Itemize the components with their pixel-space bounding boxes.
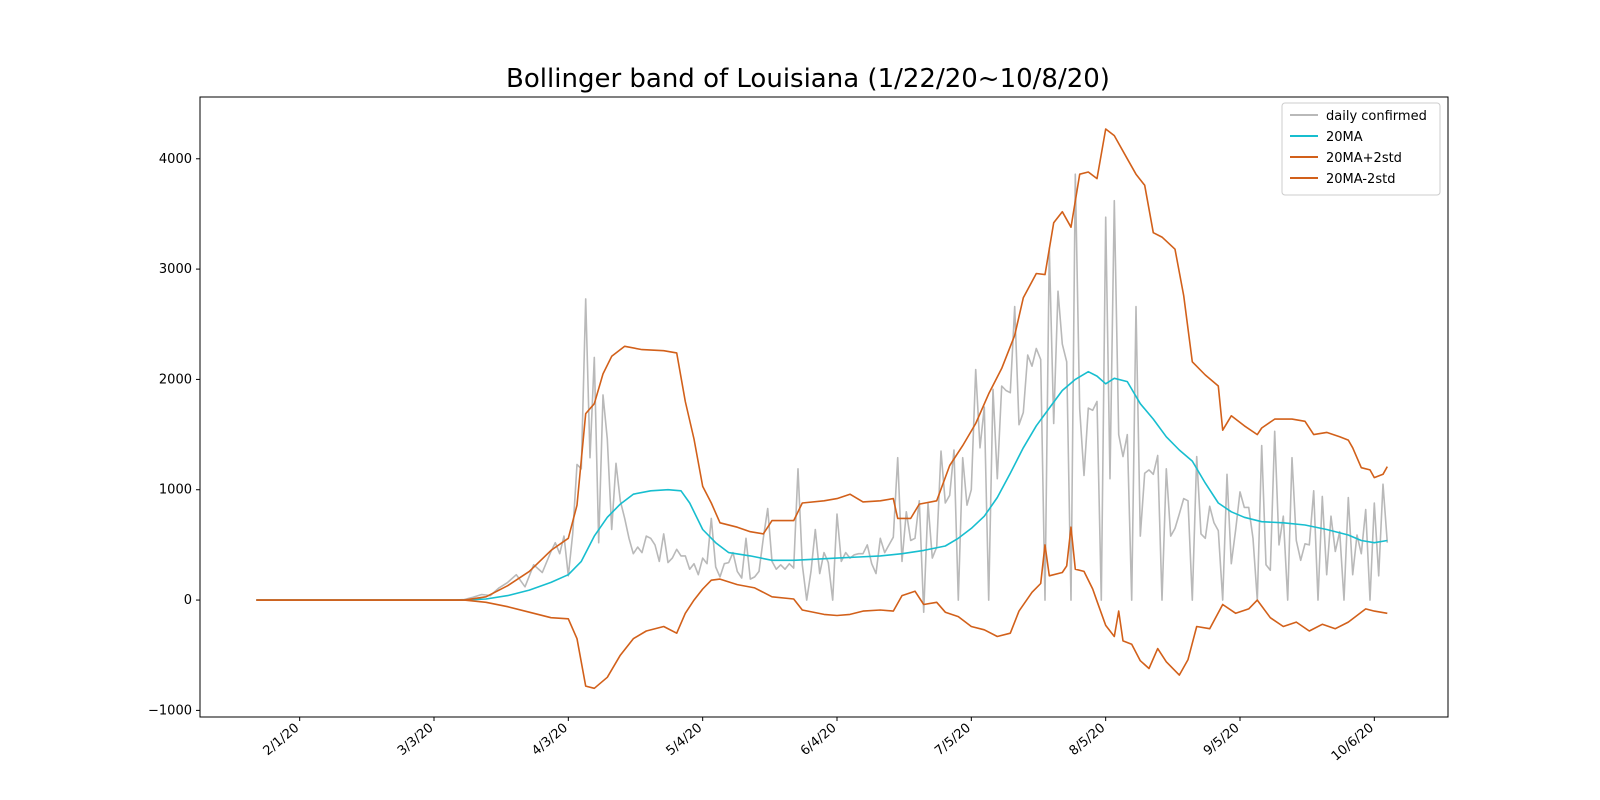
y-tick-label: 0 [184, 593, 192, 608]
series-line-20ma-2std [256, 526, 1388, 690]
legend: daily confirmed 20MA 20MA+2std 20MA-2std [1281, 102, 1441, 196]
legend-label: daily confirmed [1326, 109, 1427, 124]
legend-label: 20MA [1326, 130, 1363, 145]
legend-box [1281, 102, 1441, 196]
series-layer [256, 128, 1389, 690]
y-tick-label: 1000 [159, 483, 192, 498]
chart-title: Bollinger band of Louisiana (1/22/20~10/… [506, 64, 1110, 94]
y-tick-label: 4000 [159, 152, 192, 167]
legend-label: 20MA+2std [1326, 151, 1402, 166]
plot-frame [199, 96, 1449, 718]
legend-label: 20MA-2std [1326, 172, 1395, 187]
y-tick-label: 3000 [159, 262, 192, 277]
y-tick-label: 2000 [159, 372, 192, 387]
y-tick-label: −1000 [148, 703, 192, 718]
series-line-20ma [256, 370, 1388, 601]
series-line-20ma-2std [256, 128, 1388, 601]
series-line-daily-confirmed [256, 173, 1389, 613]
